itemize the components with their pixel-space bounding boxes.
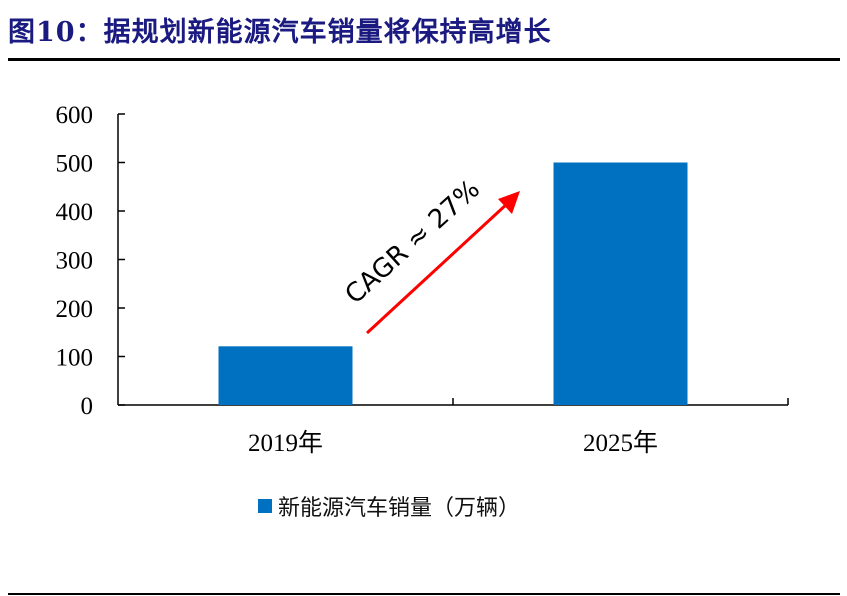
arrow-head-icon [498,191,520,214]
bar-2019年 [218,346,353,405]
x-axis-labels: 2019年 2025年 [248,429,658,457]
y-tick-label: 100 [56,345,94,372]
y-tick-label: 0 [81,393,94,420]
x-tick-label: 2025年 [583,429,658,457]
y-tick-label: 400 [56,199,94,226]
legend-swatch-icon [258,499,272,513]
cagr-arrow-line [365,201,510,335]
y-axis-ticks: 0 100 200 300 400 500 600 [56,102,125,420]
chart-title: 图10：据规划新能源汽车销量将保持高增长 [8,17,552,48]
bottom-divider [8,593,840,595]
legend: 新能源汽车销量（万辆） [258,490,520,522]
cagr-annotation: CAGR ≈ 27% [340,174,520,335]
x-tick-label: 2019年 [248,429,323,457]
bar-2025年 [553,162,688,405]
legend-label: 新能源汽车销量（万辆） [278,496,521,521]
top-divider [8,58,840,61]
y-tick-label: 500 [56,151,94,178]
y-tick-label: 200 [56,296,94,323]
bars [218,162,688,405]
y-tick-label: 600 [56,102,94,129]
y-tick-label: 300 [56,248,94,275]
